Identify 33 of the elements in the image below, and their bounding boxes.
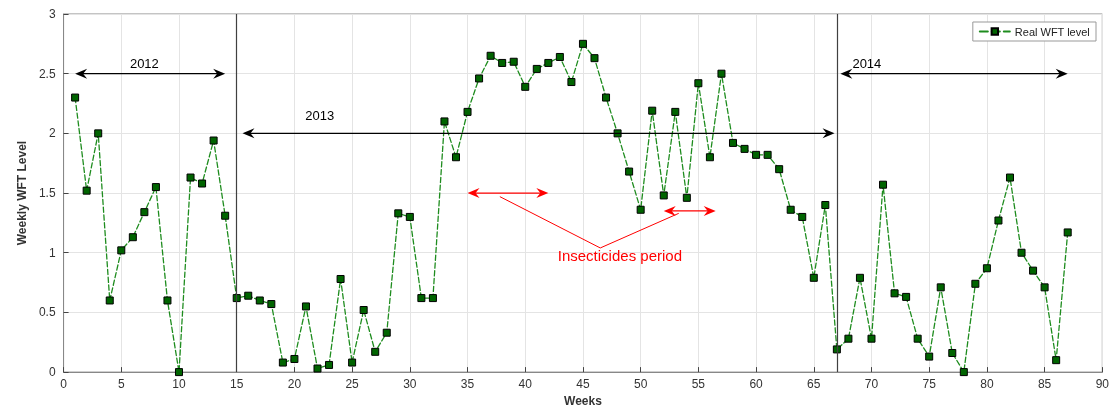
x-tick-label: 75 <box>922 377 937 392</box>
annotation: 2013 <box>305 108 335 124</box>
y-tick-label: 0 <box>48 365 56 380</box>
y-tick-label: 2.5 <box>38 66 56 81</box>
x-tick-label: 80 <box>980 377 994 392</box>
annotation: 2014 <box>852 55 882 71</box>
x-tick-label: 5 <box>117 377 125 392</box>
x-axis-title: Weeks <box>564 394 603 408</box>
y-tick-label: 0.5 <box>38 305 56 320</box>
annotation: Insecticides period <box>557 247 682 265</box>
x-tick-label: 25 <box>345 377 360 392</box>
x-tick-label: 30 <box>403 377 417 392</box>
x-tick-label: 50 <box>633 377 648 392</box>
y-tick-label: 1.5 <box>38 186 56 201</box>
x-tick-label: 10 <box>172 377 186 392</box>
x-tick-label: 90 <box>1095 377 1110 392</box>
x-tick-label: 20 <box>287 377 302 392</box>
legend-label: Real WFT level <box>1014 25 1090 38</box>
x-tick-label: 65 <box>807 377 821 392</box>
x-tick-label: 40 <box>518 377 533 392</box>
y-tick-label: 2 <box>48 126 56 141</box>
x-tick-label: 55 <box>691 377 706 392</box>
x-tick-label: 70 <box>864 377 879 392</box>
x-tick-label: 0 <box>60 377 68 392</box>
x-tick-label: 85 <box>1037 377 1052 392</box>
x-tick-label: 15 <box>230 377 244 392</box>
annotation: 2012 <box>129 55 159 71</box>
x-tick-label: 35 <box>460 377 475 392</box>
x-tick-label: 45 <box>576 377 590 392</box>
y-axis-title: Weekly WFT Level <box>15 140 29 246</box>
y-tick-label: 3 <box>48 7 56 21</box>
x-tick-label: 60 <box>749 377 764 392</box>
y-tick-label: 1 <box>48 245 56 260</box>
